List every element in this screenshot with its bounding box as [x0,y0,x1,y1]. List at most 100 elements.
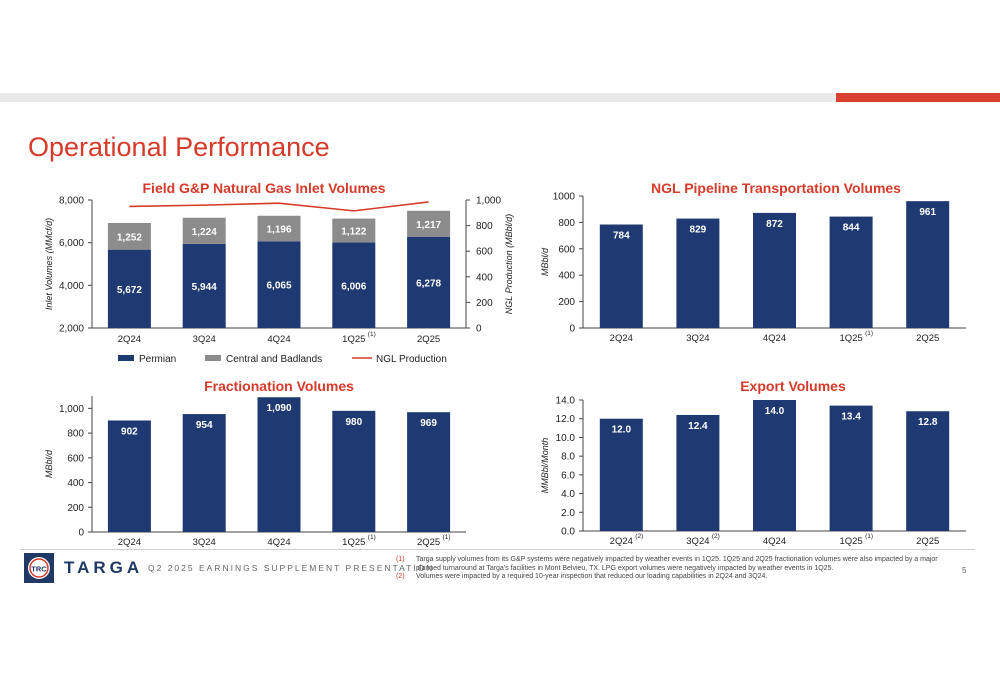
x-tick-label: 1Q25 [342,334,365,345]
bar [599,418,643,531]
bar-central-badlands [257,215,301,242]
x-tick-footnote: (2) [712,533,720,540]
y-tick-label: 200 [67,503,84,514]
bar-permian [332,242,376,328]
x-tick-footnote: (2) [635,533,643,540]
chart-title-ngl-pipeline: NGL Pipeline Transportation Volumes [651,180,901,196]
legend-swatch-central-badlands [205,355,221,361]
data-label: 961 [919,207,936,218]
footnote-mark: (2) [396,573,405,581]
footnote-mark: (1) [396,556,405,563]
data-label-central-badlands: 1,224 [192,227,217,238]
bar [829,405,873,531]
data-label: 12.8 [918,417,938,428]
chart-title-fractionation: Fractionation Volumes [204,378,354,394]
bar [257,397,301,532]
bar [906,201,950,328]
header-accent-bar [836,93,1000,102]
y-tick-label: 600 [558,244,575,255]
y-axis-label: MMBbl/Month [540,438,550,494]
y-tick-label: 200 [558,297,575,308]
y-tick-label: 1,000 [59,404,84,415]
y-axis-label: MBbl/d [44,449,54,478]
targa-logo-icon: TRC [24,553,54,583]
bar [829,216,873,328]
x-tick-label: 2Q24 [610,333,633,344]
footnote-2: (2) Volumes were impacted by a required … [396,573,956,582]
x-tick-label: 3Q24 [686,333,709,344]
logo-monogram: TRC [31,565,47,574]
bar [906,411,950,531]
footnotes: (1) Targa supply volumes from its G&P sy… [396,556,956,582]
data-label: 844 [843,223,860,234]
y2-tick-label: 0 [476,324,482,335]
data-label: 829 [690,225,707,236]
bar [599,224,643,328]
bar-central-badlands [332,218,376,243]
y-tick-label: 4.0 [561,489,575,500]
data-label-permian: 6,006 [341,281,366,292]
bar [332,410,376,532]
data-label-central-badlands: 1,252 [117,232,142,243]
bar-central-badlands [182,217,226,244]
y2-axis-label: NGL Production (MBbl/d) [504,214,514,314]
x-tick-label: 4Q24 [267,537,290,548]
y2-tick-label: 800 [476,221,493,232]
chart-title-export: Export Volumes [740,378,846,394]
x-tick-label: 2Q25 [916,333,939,344]
x-tick-footnote: (1) [865,330,873,337]
x-tick-label: 4Q24 [267,334,290,345]
x-tick-label: 3Q24 [686,536,709,547]
x-tick-footnote: (1) [368,331,376,338]
y-tick-label: 400 [558,271,575,282]
bar [676,218,720,328]
data-label: 14.0 [765,406,785,417]
data-label-permian: 5,672 [117,285,142,296]
bar-permian [182,243,226,328]
y2-tick-label: 400 [476,272,493,283]
x-tick-label: 3Q24 [193,537,216,548]
x-tick-footnote: (1) [865,533,873,540]
y-tick-label: 8.0 [561,452,575,463]
x-tick-label: 2Q25 [417,537,440,548]
line-ngl-production [129,201,429,212]
bar [753,212,796,328]
footnote-text: Volumes were impacted by a required 10-y… [416,573,768,581]
y-tick-label: 1000 [553,192,576,203]
x-tick-footnote: (1) [443,534,451,541]
data-label-central-badlands: 1,122 [341,227,366,238]
data-label: 980 [345,417,362,428]
x-tick-label: 2Q24 [118,537,141,548]
data-label: 969 [420,418,437,429]
y-tick-label: 0.0 [561,527,575,538]
x-tick-label: 1Q25 [342,537,365,548]
y-tick-label: 800 [558,218,575,229]
bar-permian [407,236,451,328]
data-label: 12.0 [612,425,632,436]
y-tick-label: 12.0 [556,414,576,425]
y2-tick-label: 1,000 [476,196,501,207]
x-tick-footnote: (1) [368,534,376,541]
data-label: 13.4 [841,412,861,423]
y-tick-label: 14.0 [556,396,576,407]
bar [407,412,451,532]
data-label: 872 [766,219,783,230]
page-title: Operational Performance [28,132,330,162]
y-tick-label: 4,000 [59,281,84,292]
x-tick-label: 2Q24 [610,536,633,547]
y-tick-label: 2.0 [561,508,575,519]
legend-label-ngl-production: NGL Production [376,354,447,365]
bar-permian [107,249,151,328]
y-tick-label: 2,000 [59,324,84,335]
bar [182,414,226,532]
data-label: 12.4 [688,421,708,432]
y-axis-label: Inlet Volumes (MMcf/d) [44,218,54,310]
x-tick-label: 4Q24 [763,333,786,344]
legend-label-permian: Permian [139,354,176,365]
x-tick-label: 2Q24 [118,334,141,345]
y-tick-label: 400 [67,478,84,489]
y2-tick-label: 600 [476,247,493,258]
x-tick-label: 4Q24 [763,536,786,547]
data-label-permian: 6,278 [416,278,441,289]
